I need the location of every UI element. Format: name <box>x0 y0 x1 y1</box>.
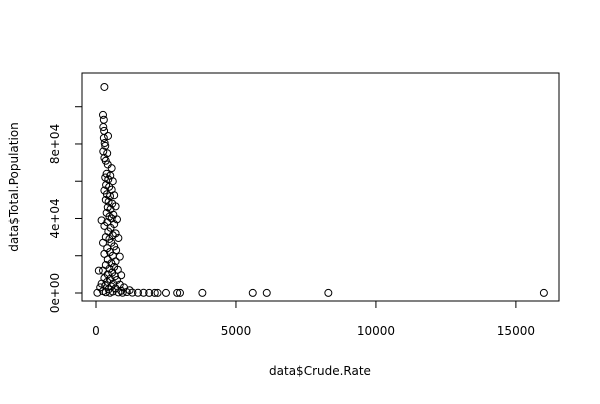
point <box>98 238 107 247</box>
point <box>101 288 110 297</box>
point <box>99 134 108 143</box>
x-tick-label: 10000 <box>357 324 395 338</box>
point <box>104 175 113 184</box>
point <box>110 191 119 200</box>
point <box>150 288 159 297</box>
point <box>99 115 108 124</box>
point <box>114 234 123 243</box>
point <box>118 288 127 297</box>
point <box>153 288 162 297</box>
point <box>103 160 112 169</box>
point <box>103 149 112 158</box>
point <box>122 288 131 297</box>
point <box>115 252 124 261</box>
y-tick-label: 8e+04 <box>48 124 62 164</box>
point <box>94 266 103 275</box>
point <box>145 288 154 297</box>
point <box>112 215 121 224</box>
point <box>161 288 170 297</box>
point <box>105 212 114 221</box>
point <box>539 288 548 297</box>
point <box>139 288 148 297</box>
point <box>105 234 114 243</box>
point <box>93 288 102 297</box>
point <box>99 123 108 132</box>
point <box>175 288 184 297</box>
point <box>128 288 137 297</box>
point <box>324 288 333 297</box>
point <box>262 288 271 297</box>
point <box>117 271 126 280</box>
point <box>114 288 123 297</box>
point <box>100 126 109 135</box>
point <box>101 141 110 150</box>
point <box>100 139 109 148</box>
point <box>98 110 107 119</box>
point <box>133 288 142 297</box>
point <box>101 156 110 165</box>
point <box>108 177 117 186</box>
x-tick-label: 15000 <box>497 324 535 338</box>
point <box>104 131 113 140</box>
y-tick-label: 4e+04 <box>48 198 62 238</box>
y-axis-label: data$Total.Population <box>7 122 21 252</box>
point <box>105 288 114 297</box>
y-tick-label: 0e+00 <box>48 273 62 313</box>
x-tick-label: 5000 <box>221 324 252 338</box>
x-tick-label: 0 <box>92 324 100 338</box>
plot-frame <box>81 72 560 302</box>
point <box>100 82 109 91</box>
point <box>198 288 207 297</box>
point <box>173 288 182 297</box>
x-axis-label: data$Crude.Rate <box>269 364 371 378</box>
point <box>248 288 257 297</box>
point <box>111 257 120 266</box>
point <box>107 164 116 173</box>
